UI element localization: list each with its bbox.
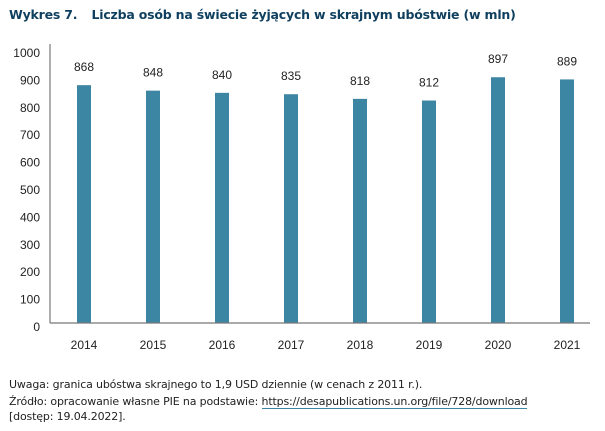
data-label-2021: 889	[557, 54, 577, 68]
bar-2014	[77, 85, 91, 323]
x-tick-label: 2017	[278, 338, 305, 352]
y-tick-label: 900	[20, 73, 40, 87]
x-tick-label: 2020	[485, 338, 512, 352]
data-label-2016: 840	[212, 68, 232, 82]
data-label-2018: 818	[350, 74, 370, 88]
y-tick-label: 0	[33, 320, 40, 334]
y-axis-ticks: 0 100 200 300 400 500 600 700 800 900 1000	[13, 46, 40, 334]
bar-2016	[215, 92, 229, 323]
data-label-2019: 812	[419, 76, 439, 90]
x-tick-label: 2018	[347, 338, 374, 352]
remark-note: Uwaga: granica ubóstwa skrajnego to 1,9 …	[9, 378, 423, 391]
data-labels: 868 848 840 835 818 812 897 889	[74, 52, 577, 89]
y-tick-label: 800	[20, 101, 40, 115]
y-tick-label: 300	[20, 238, 40, 252]
bar-2017	[284, 94, 298, 324]
access-date: [dostęp: 19.04.2022].	[9, 410, 126, 423]
y-tick-label: 500	[20, 183, 40, 197]
x-tick-label: 2021	[554, 338, 581, 352]
bar-2015	[146, 90, 160, 323]
y-tick-label: 600	[20, 156, 40, 170]
y-tick-label: 1000	[13, 46, 40, 60]
x-tick-label: 2015	[140, 338, 167, 352]
source-link[interactable]: https://desapublications.un.org/file/728…	[261, 395, 528, 409]
y-tick-label: 700	[20, 128, 40, 142]
bar-2019	[422, 100, 436, 324]
data-label-2017: 835	[281, 69, 301, 83]
chart-title-text: Liczba osób na świecie żyjących w skrajn…	[91, 7, 516, 22]
data-label-2020: 897	[488, 52, 508, 66]
chart-number: Wykres 7.	[9, 7, 78, 22]
y-tick-label: 200	[20, 265, 40, 279]
x-tick-label: 2019	[416, 338, 443, 352]
source-prefix: Źródło: opracowanie własne PIE na podsta…	[9, 395, 262, 408]
data-label-2015: 848	[143, 66, 163, 80]
bar-2020	[491, 77, 505, 323]
y-tick-label: 100	[20, 293, 40, 307]
chart-title: Wykres 7. Liczba osób na świecie żyjącyc…	[9, 7, 516, 22]
x-tick-label: 2016	[209, 338, 236, 352]
x-tick-label: 2014	[71, 338, 98, 352]
y-tick-label: 400	[20, 210, 40, 224]
bars	[77, 77, 574, 324]
bar-2018	[353, 98, 367, 323]
bar-2021	[560, 79, 574, 323]
data-label-2014: 868	[74, 60, 94, 74]
chart-notes: Uwaga: granica ubóstwa skrajnego to 1,9 …	[9, 376, 528, 424]
x-axis-ticks: 2014 2015 2016 2017 2018 2019 2020 2021	[71, 338, 581, 352]
